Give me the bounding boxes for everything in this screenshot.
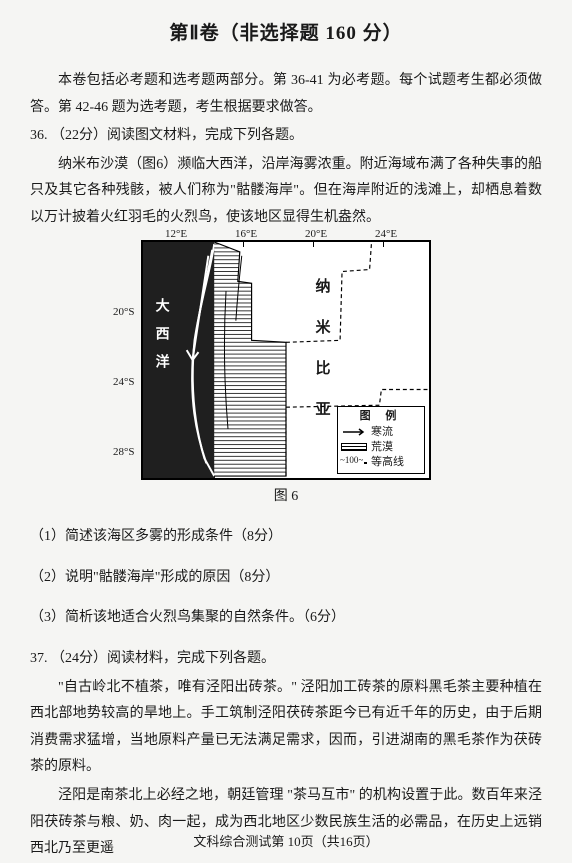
figure-6: 12°E 16°E 20°E 24°E 20°S 24°S 28°S 大西洋 纳…	[30, 240, 542, 511]
contour-icon	[341, 462, 367, 464]
legend-item: 寒流	[341, 425, 421, 439]
q36-sub2: （2）说明"骷髅海岸"形成的原因（8分）	[30, 565, 542, 592]
legend-label: 等高线	[371, 455, 404, 469]
page-footer: 文科综合测试第 10页（共16页）	[0, 830, 572, 855]
lat-label: 28°S	[113, 442, 135, 463]
q37-stem: 37. （24分）阅读材料，完成下列各题。	[30, 646, 542, 673]
legend-title: 图 例	[341, 409, 421, 423]
section-title: 第Ⅱ卷（非选择题 160 分）	[30, 16, 542, 52]
q36-sub1: （1）简述该海区多雾的形成条件（8分）	[30, 524, 542, 551]
legend-item: 等高线	[341, 455, 421, 469]
intro-paragraph: 本卷包括必考题和选考题两部分。第 36-41 为必考题。每个试题考生都必须做答。…	[30, 68, 542, 121]
legend-label: 荒漠	[371, 440, 393, 454]
figure-caption: 图 6	[274, 484, 299, 511]
legend-label: 寒流	[371, 425, 393, 439]
hatch-icon	[341, 443, 367, 451]
q36-stem: 36. （22分）阅读图文材料，完成下列各题。	[30, 123, 542, 150]
q36-body: 纳米布沙漠（图6）濒临大西洋，沿岸海雾浓重。附近海域布满了各种失事的船只及其它各…	[30, 152, 542, 232]
arrow-icon	[341, 428, 367, 436]
q37-body1: "自古岭北不植茶，唯有泾阳出砖茶。" 泾阳加工砖茶的原料黑毛茶主要种植在西北部地…	[30, 675, 542, 781]
legend-item: 荒漠	[341, 440, 421, 454]
legend: 图 例 寒流 荒漠 等高线	[337, 406, 425, 473]
lat-label: 24°S	[113, 372, 135, 393]
map-box: 12°E 16°E 20°E 24°E 20°S 24°S 28°S 大西洋 纳…	[141, 240, 431, 480]
lat-label: 20°S	[113, 302, 135, 323]
q36-sub3: （3）简析该地适合火烈鸟集聚的自然条件。（6分）	[30, 605, 542, 632]
